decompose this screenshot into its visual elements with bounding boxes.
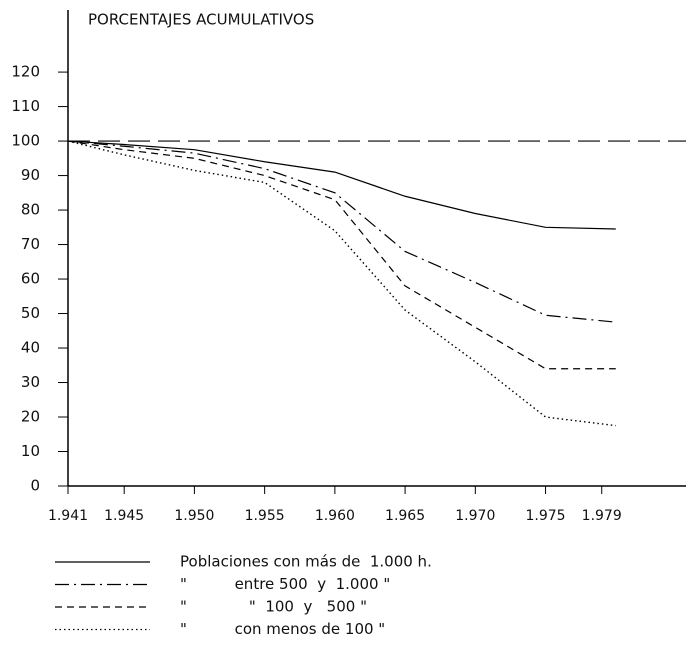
y-tick-label: 100 <box>11 132 40 150</box>
legend-text: Poblaciones con más de 1.000 h. <box>180 553 432 571</box>
y-tick-label: 50 <box>21 304 40 322</box>
y-tick-label: 80 <box>21 201 40 219</box>
x-tick-label: 1.975 <box>525 508 565 524</box>
y-tick-label: 110 <box>11 97 40 115</box>
y-tick-label: 20 <box>21 408 40 426</box>
x-tick-label: 1.965 <box>385 508 425 524</box>
chart-title: PORCENTAJES ACUMULATIVOS <box>88 11 314 29</box>
x-tick-label: 1.970 <box>455 508 495 524</box>
y-tick-label: 70 <box>21 235 40 253</box>
series-line <box>67 140 616 370</box>
series-line <box>67 140 616 323</box>
y-tick-label: 60 <box>21 270 40 288</box>
series-line <box>67 140 616 230</box>
y-tick-label: 120 <box>11 63 40 81</box>
series-line <box>67 140 616 427</box>
x-tick-label: 1.945 <box>104 508 144 524</box>
x-tick-label: 1.950 <box>174 508 214 524</box>
x-tick-label: 1.941 <box>48 508 88 524</box>
y-tick-label: 30 <box>21 373 40 391</box>
y-tick-label: 40 <box>21 339 40 357</box>
x-tick-label: 1.955 <box>245 508 285 524</box>
y-tick-label: 0 <box>30 477 40 495</box>
legend-text: " " 100 y 500 " <box>180 598 367 616</box>
y-tick-label: 90 <box>21 166 40 184</box>
legend-text: " entre 500 y 1.000 " <box>180 575 390 593</box>
x-tick-label: 1.960 <box>315 508 355 524</box>
y-tick-label: 10 <box>21 442 40 460</box>
legend-text: " con menos de 100 " <box>180 620 385 638</box>
x-tick-label: 1.979 <box>582 508 622 524</box>
